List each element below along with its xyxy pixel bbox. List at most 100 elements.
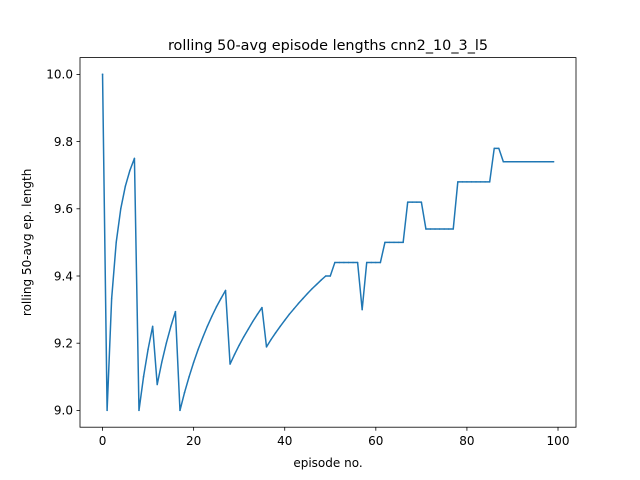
data-point [238, 344, 240, 346]
data-point [247, 328, 250, 330]
data-point [252, 320, 254, 323]
y-tick-label: 9.6 [54, 202, 73, 216]
data-point [215, 306, 218, 308]
data-point [502, 161, 505, 163]
data-point [406, 201, 409, 203]
plot-area [80, 57, 576, 428]
data-point [256, 313, 259, 316]
y-tick-label: 9.8 [54, 135, 73, 149]
data-point [297, 302, 300, 305]
data-point [416, 201, 418, 203]
data-point [302, 297, 304, 300]
data-point [183, 391, 186, 394]
data-point [488, 181, 491, 183]
data-point [552, 161, 555, 163]
data-point [229, 363, 231, 365]
y-tick-label: 10.0 [46, 68, 73, 82]
data-point [452, 228, 454, 230]
x-tick-label: 60 [368, 434, 383, 448]
data-point [365, 261, 368, 264]
data-point [283, 319, 286, 322]
data-point [288, 313, 291, 316]
y-tick-label: 9.4 [54, 269, 73, 283]
data-point [534, 161, 536, 163]
data-point [543, 161, 546, 163]
data-point [170, 325, 172, 328]
data-point [129, 169, 131, 172]
data-point [220, 297, 222, 300]
data-point [233, 353, 236, 356]
data-point [202, 336, 204, 339]
data-point [188, 376, 190, 378]
data-point [388, 241, 391, 244]
data-point [511, 161, 514, 163]
data-point [274, 332, 277, 334]
data-point [507, 161, 509, 163]
data-point [151, 325, 154, 328]
x-tick-label: 40 [277, 434, 292, 448]
data-point [261, 306, 263, 309]
data-point [539, 161, 541, 163]
x-axis-label: episode no. [293, 456, 362, 470]
data-point [124, 185, 127, 188]
data-point [270, 338, 272, 341]
data-point [133, 157, 136, 160]
data-point [165, 342, 168, 344]
data-point [457, 181, 459, 183]
data-point [438, 228, 441, 230]
data-point [379, 261, 382, 264]
data-point [498, 147, 500, 150]
data-point [370, 261, 373, 264]
data-point [529, 161, 532, 163]
x-tick-label: 100 [547, 434, 570, 448]
data-point [115, 241, 117, 244]
data-point [197, 348, 199, 350]
data-point [338, 261, 341, 264]
data-point [425, 228, 427, 230]
data-point [142, 376, 145, 378]
data-point [320, 279, 322, 281]
data-point [461, 181, 464, 183]
data-point [265, 346, 268, 348]
data-point [475, 181, 477, 183]
data-point [548, 161, 550, 163]
data-point [329, 275, 332, 277]
plot-frame [79, 57, 577, 428]
data-point [397, 241, 400, 244]
data-point [306, 292, 309, 295]
data-point [174, 310, 177, 313]
data-point [479, 181, 482, 183]
x-tick-label: 20 [186, 434, 201, 448]
data-point [279, 325, 281, 328]
data-point [375, 261, 377, 264]
data-point [402, 241, 404, 244]
y-axis-label: rolling 50-avg ep. length [20, 169, 34, 316]
data-point [429, 228, 432, 230]
series-line-0 [101, 73, 555, 412]
data-point [420, 201, 423, 203]
data-point [120, 208, 122, 210]
data-point [443, 228, 445, 230]
data-point [106, 409, 108, 412]
data-point [211, 315, 213, 318]
data-point [224, 289, 227, 292]
data-point [161, 361, 163, 364]
data-point [411, 201, 414, 203]
data-point [138, 409, 140, 412]
axis-ticks: 0 20 40 60 80 100 9.0 9.2 9.4 9.6 9.8 10.0 [46, 68, 569, 449]
data-point [347, 261, 350, 264]
data-point [293, 308, 295, 310]
data-point [334, 261, 336, 264]
chart-title: rolling 50-avg episode lengths cnn2_10_3… [168, 38, 488, 54]
y-tick-label: 9.2 [54, 337, 73, 351]
data-point [484, 181, 486, 183]
data-point [525, 161, 527, 163]
data-point [101, 73, 104, 76]
data-point [434, 228, 436, 230]
data-point [384, 241, 386, 244]
data-point [156, 383, 158, 386]
data-point [520, 161, 523, 163]
data-point [352, 261, 354, 264]
y-tick-label: 9.0 [54, 404, 73, 418]
